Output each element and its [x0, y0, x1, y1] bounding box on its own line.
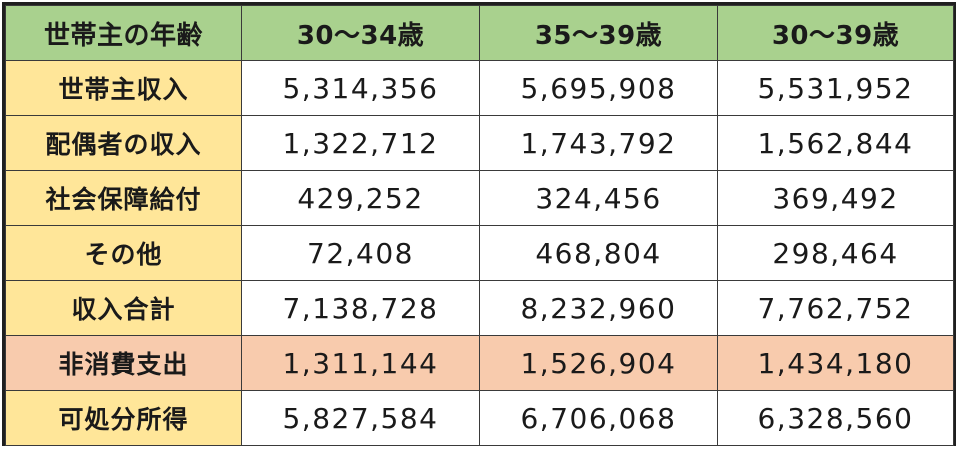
- table-cell-value: 5,827,584: [241, 390, 480, 446]
- table-cell-value: 1,562,844: [717, 115, 954, 171]
- table-cell-value: 1,434,180: [717, 335, 954, 391]
- table-row: 社会保障給付 429,252 324,456 369,492: [5, 170, 954, 226]
- table-cell-value: 1,322,712: [241, 115, 480, 171]
- table-cell-value: 6,706,068: [479, 390, 718, 446]
- table-row: 可処分所得 5,827,584 6,706,068 6,328,560: [5, 390, 954, 446]
- table-cell-value: 1,526,904: [479, 335, 718, 391]
- table-cell-value: 7,762,752: [717, 280, 954, 336]
- header-age-label: 世帯主の年齢: [5, 5, 242, 61]
- table-row: 配偶者の収入 1,322,712 1,743,792 1,562,844: [5, 115, 954, 171]
- row-label: 可処分所得: [5, 390, 242, 446]
- table-cell-value: 468,804: [479, 225, 718, 281]
- row-label: 非消費支出: [5, 335, 242, 391]
- table-cell-value: 1,311,144: [241, 335, 480, 391]
- table-cell-value: 5,531,952: [717, 60, 954, 116]
- table-cell-value: 429,252: [241, 170, 480, 226]
- table-row: その他 72,408 468,804 298,464: [5, 225, 954, 281]
- table-row: 収入合計 7,138,728 8,232,960 7,762,752: [5, 280, 954, 336]
- table-cell-value: 72,408: [241, 225, 480, 281]
- table-cell-value: 369,492: [717, 170, 954, 226]
- row-label: その他: [5, 225, 242, 281]
- table-cell-value: 324,456: [479, 170, 718, 226]
- table-cell-value: 298,464: [717, 225, 954, 281]
- row-label: 社会保障給付: [5, 170, 242, 226]
- table-cell-value: 5,695,908: [479, 60, 718, 116]
- table-body: 世帯主収入 5,314,356 5,695,908 5,531,952 配偶者の収入 1,…: [5, 60, 954, 446]
- row-label: 収入合計: [5, 280, 242, 336]
- table-row: 世帯主収入 5,314,356 5,695,908 5,531,952: [5, 60, 954, 116]
- header-age-30-39: 30～39歳: [717, 5, 954, 61]
- table-cell-value: 7,138,728: [241, 280, 480, 336]
- table-row: 非消費支出 1,311,144 1,526,904 1,434,180: [5, 335, 954, 391]
- header-age-30-34: 30～34歳: [241, 5, 480, 61]
- table-cell-value: 1,743,792: [479, 115, 718, 171]
- table-cell-value: 5,314,356: [241, 60, 480, 116]
- table-header-row: 世帯主の年齢 30～34歳 35～39歳 30～39歳: [5, 5, 954, 61]
- table-cell-value: 8,232,960: [479, 280, 718, 336]
- income-table: 世帯主の年齢 30～34歳 35～39歳 30～39歳 世帯主収入 5,314,3…: [5, 5, 954, 446]
- row-label: 配偶者の収入: [5, 115, 242, 171]
- row-label: 世帯主収入: [5, 60, 242, 116]
- table-cell-value: 6,328,560: [717, 390, 954, 446]
- header-age-35-39: 35～39歳: [479, 5, 718, 61]
